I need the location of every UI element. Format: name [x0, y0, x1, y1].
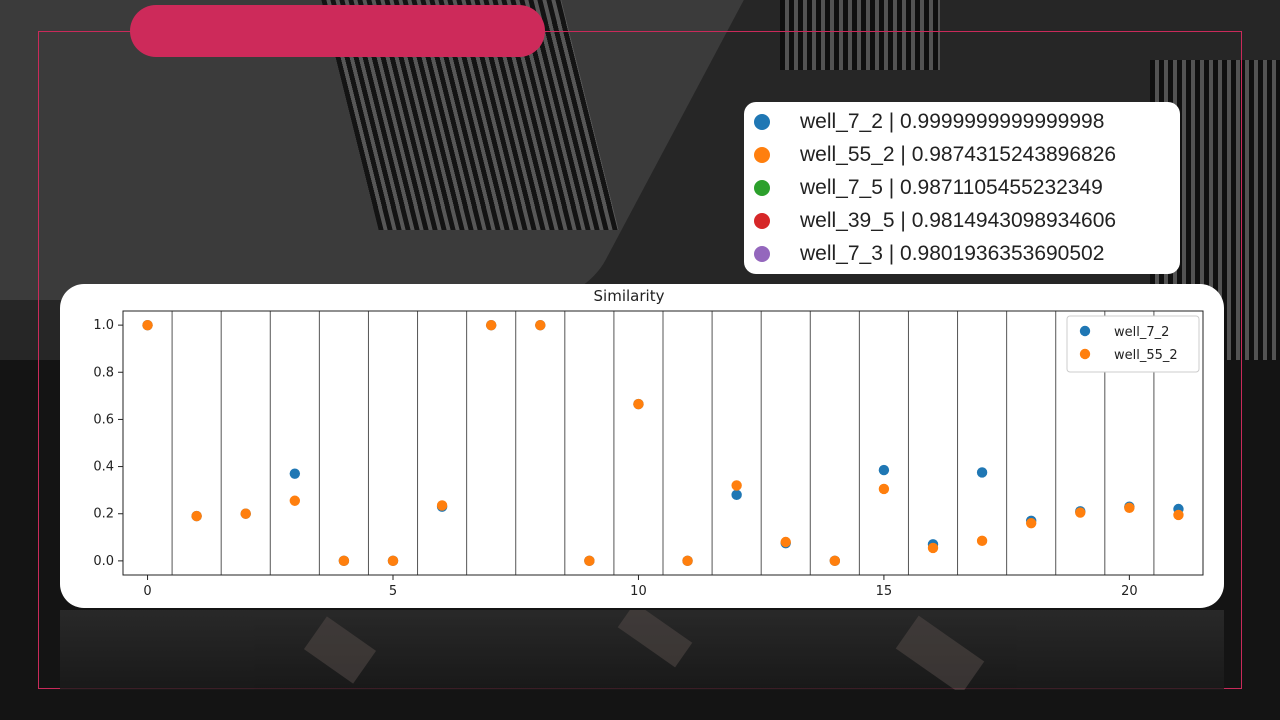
data-point-well-55-2 — [878, 483, 890, 495]
y-tick-label: 0.0 — [93, 554, 114, 569]
data-point-well-7-2 — [878, 464, 890, 476]
y-tick-label: 0.2 — [93, 507, 114, 522]
legend-label: well_7_3 | 0.9801936353690502 — [800, 241, 1105, 265]
data-point-well-55-2 — [289, 495, 301, 506]
data-point-well-55-2 — [1025, 517, 1037, 529]
reflection-decoration — [303, 616, 377, 684]
data-point-well-7-2 — [289, 468, 301, 479]
similarity-scatter-chart: Similarity 0.0 0.2 0.4 0.6 0.8 1.0 0 5 10 15 20 w… — [93, 287, 1204, 599]
legend-item: well_7_3 | 0.9801936353690502 — [754, 237, 1180, 270]
chart-title: Similarity — [594, 287, 665, 305]
plot-area-frame — [122, 310, 1204, 576]
data-point-well-55-2 — [1075, 507, 1086, 518]
legend-label: well_55_2 | 0.9874315243896826 — [800, 142, 1117, 166]
data-point-well-55-2 — [485, 319, 497, 331]
chart-legend-marker — [1079, 348, 1091, 360]
data-point-well-55-2 — [142, 319, 153, 331]
skyscraper-image — [780, 0, 940, 70]
reflection-decoration — [895, 615, 985, 690]
legend-item: well_7_5 | 0.9871105455232349 — [754, 171, 1180, 204]
chart-reflection — [60, 610, 1224, 690]
x-tick-label: 5 — [389, 584, 397, 599]
legend-item: well_55_2 | 0.9874315243896826 — [754, 138, 1180, 171]
y-tick-label: 0.6 — [93, 412, 114, 427]
reflection-decoration — [617, 610, 693, 668]
data-point-well-55-2 — [927, 542, 939, 554]
data-point-well-55-2 — [338, 555, 350, 567]
legend-marker — [754, 245, 770, 262]
legend-item: well_7_2 | 0.9999999999999998 — [754, 105, 1180, 138]
legend-item: well_39_5 | 0.9814943098934606 — [754, 204, 1180, 237]
chart-legend-box — [1066, 315, 1200, 373]
y-tick-label: 1.0 — [93, 318, 114, 333]
x-tick-label: 20 — [1121, 584, 1138, 599]
data-point-well-55-2 — [535, 319, 546, 331]
data-point-well-7-2 — [731, 489, 742, 501]
data-point-well-55-2 — [1173, 509, 1184, 521]
legend-label: well_7_2 | 0.9999999999999998 — [800, 109, 1105, 133]
legend-marker — [754, 212, 770, 229]
data-point-well-55-2 — [436, 500, 448, 511]
data-point-well-55-2 — [191, 510, 202, 522]
legend-label: well_39_5 | 0.9814943098934606 — [800, 208, 1117, 232]
x-tick-label: 10 — [630, 584, 647, 599]
x-tick-label: 0 — [143, 584, 151, 599]
data-point-well-55-2 — [387, 555, 399, 567]
data-point-well-55-2 — [829, 555, 841, 567]
x-tick-label: 15 — [876, 584, 893, 599]
data-point-well-55-2 — [240, 508, 251, 519]
chart-legend-marker — [1079, 325, 1091, 337]
data-point-well-55-2 — [1124, 502, 1135, 514]
legend-marker — [754, 179, 770, 196]
data-point-well-55-2 — [780, 536, 791, 548]
legend-marker — [754, 146, 770, 163]
similarity-ranking-legend: well_7_2 | 0.9999999999999998 well_55_2 … — [744, 102, 1180, 274]
y-tick-label: 0.4 — [93, 460, 114, 475]
legend-label: well_7_5 | 0.9871105455232349 — [800, 175, 1103, 199]
title-banner — [130, 5, 545, 57]
legend-marker — [754, 113, 770, 130]
data-point-well-55-2 — [976, 535, 988, 547]
data-point-well-55-2 — [633, 398, 644, 410]
chart-legend-label: well_55_2 — [1114, 348, 1178, 363]
data-point-well-7-2 — [976, 467, 988, 478]
data-point-well-55-2 — [584, 555, 595, 567]
chart-legend-label: well_7_2 — [1114, 325, 1169, 340]
y-tick-label: 0.8 — [93, 365, 114, 380]
data-point-well-55-2 — [682, 555, 693, 567]
similarity-chart-card: Similarity 0.0 0.2 0.4 0.6 0.8 1.0 0 5 10 15 20 w… — [60, 284, 1224, 608]
data-point-well-55-2 — [731, 480, 742, 491]
